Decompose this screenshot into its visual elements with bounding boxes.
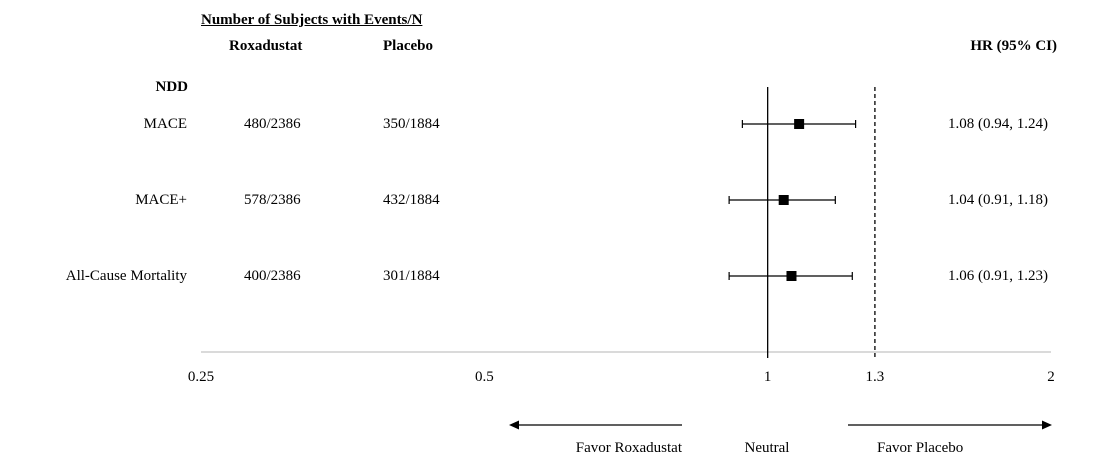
row-hr-text: 1.08 (0.94, 1.24) (948, 116, 1048, 132)
favor-placebo-label: Favor Placebo (877, 440, 963, 456)
row-roxadustat-count: 578/2386 (244, 192, 301, 208)
point-estimate (786, 271, 797, 281)
point-estimate (794, 119, 805, 129)
row-label: MACE+ (135, 192, 187, 208)
neutral-label: Neutral (745, 440, 790, 456)
x-tick-label: 0.5 (475, 369, 494, 385)
point-estimate (778, 195, 789, 205)
row-label: MACE (143, 116, 187, 132)
group-label: NDD (155, 79, 189, 95)
row-roxadustat-count: 400/2386 (244, 268, 301, 284)
row-roxadustat-count: 480/2386 (244, 116, 301, 132)
placebo-column-header: Placebo (383, 38, 433, 54)
favor-roxadustat-label: Favor Roxadustat (576, 440, 683, 456)
hr-column-header: HR (95% CI) (970, 38, 1057, 54)
row-hr-text: 1.04 (0.91, 1.18) (948, 192, 1048, 208)
row-placebo-count: 350/1884 (383, 116, 440, 132)
row-hr-text: 1.06 (0.91, 1.23) (948, 268, 1048, 284)
x-tick-label: 2 (1047, 369, 1055, 385)
x-tick-label: 1.3 (866, 369, 885, 385)
favor-roxadustat-arrowhead (509, 420, 519, 430)
roxadustat-column-header: Roxadustat (229, 38, 303, 54)
x-tick-label: 1 (764, 369, 772, 385)
x-tick-label: 0.25 (188, 369, 214, 385)
row-label: All-Cause Mortality (65, 268, 187, 284)
row-placebo-count: 432/1884 (383, 192, 440, 208)
row-placebo-count: 301/1884 (383, 268, 440, 284)
events-span-header: Number of Subjects with Events/N (201, 12, 423, 28)
favor-placebo-arrowhead (1042, 420, 1052, 430)
